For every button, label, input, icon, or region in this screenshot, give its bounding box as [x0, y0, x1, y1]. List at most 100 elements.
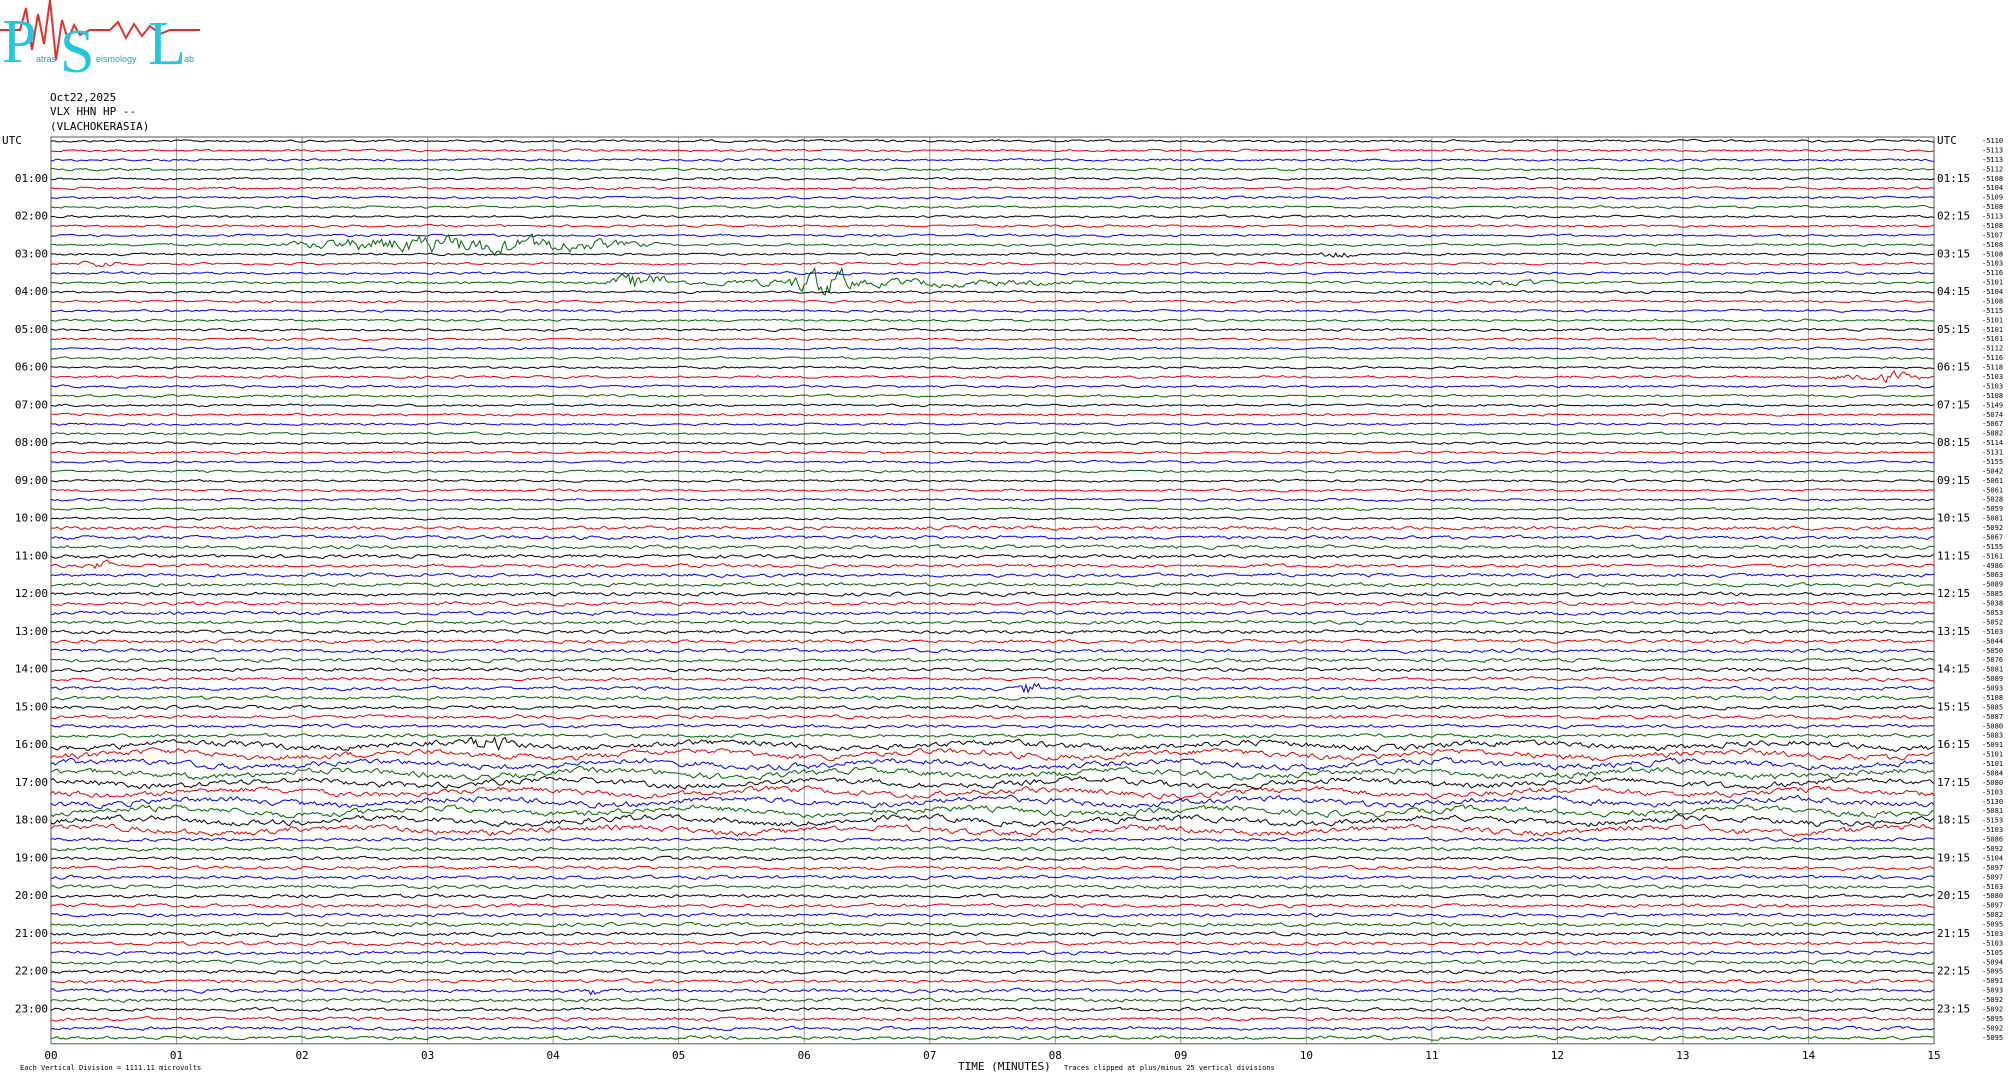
trace: [50, 756, 1935, 771]
trace: [50, 714, 1935, 720]
x-label: 14: [1802, 1049, 1816, 1062]
right-label: UTC: [1937, 134, 1957, 147]
trace-label: -5108: [1982, 175, 2003, 183]
trace: [50, 657, 1935, 664]
trace-label: -5052: [1982, 618, 2003, 626]
trace: [50, 950, 1935, 956]
left-label: 09:00: [15, 474, 48, 487]
trace-label: -5059: [1982, 505, 2003, 513]
trace-label: -5112: [1982, 165, 2003, 173]
trace: [50, 1034, 1935, 1041]
trace: [50, 987, 1935, 996]
trace: [50, 158, 1935, 162]
trace-label: -5115: [1982, 307, 2003, 315]
trace-label: -5116: [1982, 269, 2003, 277]
x-label: 12: [1551, 1049, 1564, 1062]
trace-label: -4986: [1982, 562, 2003, 570]
trace: [51, 233, 1935, 257]
trace: [50, 327, 1935, 333]
trace: [50, 813, 1935, 828]
trace: [50, 874, 1935, 881]
trace: [50, 403, 1935, 408]
trace: [50, 186, 1935, 191]
trace-label: -5108: [1982, 241, 2003, 249]
traces: [50, 138, 1935, 1041]
trace-label: -5131: [1982, 449, 2003, 457]
trace-label: -5089: [1982, 581, 2003, 589]
trace-label: -5103: [1982, 788, 2003, 796]
trace: [50, 912, 1935, 918]
trace: [51, 525, 1935, 531]
trace: [50, 346, 1935, 351]
trace: [50, 855, 1935, 862]
trace-label: -5076: [1982, 656, 2003, 664]
trace-label: -5061: [1982, 477, 2003, 485]
trace: [50, 233, 1935, 238]
right-label: 02:15: [1937, 210, 1970, 223]
logo-text: ab: [184, 54, 194, 64]
trace-label: -5103: [1982, 930, 2003, 938]
trace-label: -5108: [1982, 203, 2003, 211]
left-label: 06:00: [15, 361, 48, 374]
trace: [50, 544, 1935, 551]
trace: [50, 497, 1935, 502]
trace-label: -5104: [1982, 854, 2003, 862]
logo-letter: P: [2, 8, 36, 76]
trace-label: -5081: [1982, 807, 2003, 815]
trace: [50, 318, 1935, 323]
trace: [50, 794, 1935, 810]
trace: [50, 804, 1934, 819]
trace-label: -5112: [1982, 345, 2003, 353]
left-label: 18:00: [15, 814, 48, 827]
trace: [50, 1006, 1935, 1013]
trace-label: -5149: [1982, 401, 2003, 409]
trace-label: -5155: [1982, 458, 2003, 466]
trace: [50, 704, 1935, 711]
trace-label: -5118: [1982, 364, 2003, 372]
trace: [50, 609, 1935, 616]
left-label: 12:00: [15, 587, 48, 600]
x-label: 05: [672, 1049, 685, 1062]
left-label: 11:00: [15, 549, 48, 562]
trace: [50, 997, 1934, 1003]
trace: [50, 195, 1935, 200]
trace-label: -5104: [1982, 288, 2003, 296]
trace-label: -5101: [1982, 335, 2003, 343]
trace: [50, 138, 1935, 144]
trace-label: -5103: [1982, 826, 2003, 834]
trace: [50, 940, 1934, 947]
x-title: TIME (MINUTES): [958, 1060, 1051, 1073]
trace: [50, 736, 1935, 753]
trace-label: -5108: [1982, 392, 2003, 400]
right-label: 08:15: [1937, 436, 1970, 449]
trace: [50, 785, 1935, 800]
trace-label: -5103: [1982, 260, 2003, 268]
trace-label: -5053: [1982, 609, 2003, 617]
trace-label: -5074: [1982, 411, 2003, 419]
logo-letter: S: [60, 18, 94, 86]
x-label: 00: [44, 1049, 57, 1062]
right-label: 21:15: [1937, 927, 1970, 940]
trace: [50, 978, 1934, 985]
trace-label: -5080: [1982, 892, 2003, 900]
trace: [50, 260, 1935, 268]
trace-label: -5101: [1982, 760, 2003, 768]
trace-label: -5095: [1982, 1034, 2003, 1042]
x-label: 03: [421, 1049, 434, 1062]
right-label: 22:15: [1937, 965, 1970, 978]
x-label: 01: [170, 1049, 183, 1062]
right-label: 06:15: [1937, 361, 1970, 374]
trace: [50, 214, 1935, 219]
trace: [50, 629, 1935, 635]
trace: [50, 732, 1935, 739]
trace-label: -5038: [1982, 600, 2003, 608]
trace: [50, 959, 1935, 966]
trace: [50, 299, 1935, 304]
trace: [50, 270, 1935, 276]
trace: [50, 459, 1935, 464]
trace-label: -5113: [1982, 156, 2003, 164]
trace-label: -5108: [1982, 297, 2003, 305]
x-label: 07: [923, 1049, 936, 1062]
trace-label: -5161: [1982, 552, 2003, 560]
trace: [50, 516, 1935, 521]
